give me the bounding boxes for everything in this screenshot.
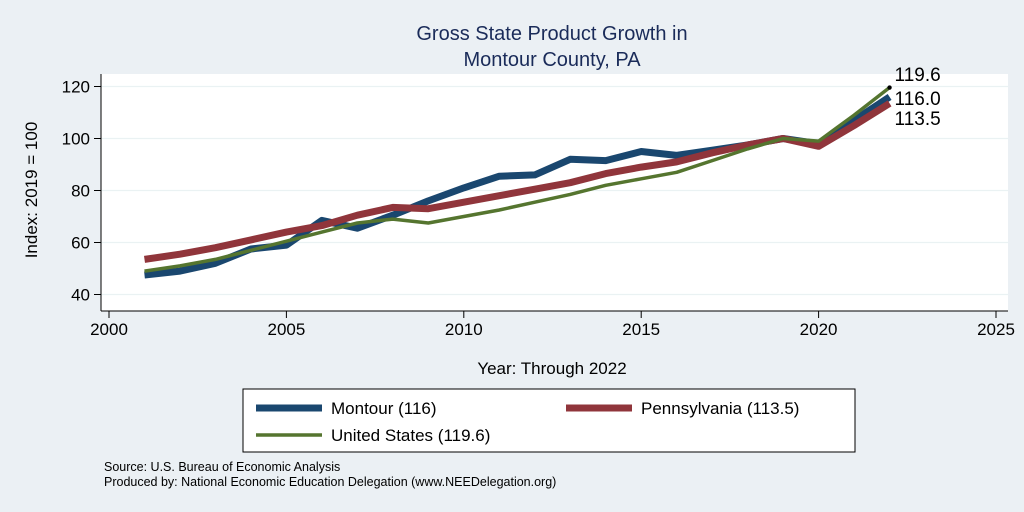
x-tick-label: 2025 (977, 320, 1015, 339)
legend-label-montour: Montour (116) (331, 399, 437, 418)
legend-label-united-states: United States (119.6) (331, 426, 490, 445)
source-note: Source: U.S. Bureau of Economic Analysis (104, 460, 340, 474)
x-tick-label: 2020 (800, 320, 838, 339)
x-tick-label: 2005 (267, 320, 305, 339)
y-tick-label: 100 (62, 130, 90, 149)
producer-note: Produced by: National Economic Education… (104, 475, 556, 489)
end-label-pennsylvania: 113.5 (895, 109, 941, 130)
x-tick-label: 2000 (90, 320, 128, 339)
legend-label-pennsylvania: Pennsylvania (113.5) (641, 399, 799, 418)
series-line-pennsylvania (143, 100, 892, 263)
chart-title-line-1: Gross State Product Growth in (416, 23, 687, 45)
series-lines (143, 85, 892, 279)
y-tick-label: 60 (71, 234, 90, 253)
y-tick-label: 40 (71, 286, 90, 305)
y-tick-label: 80 (71, 182, 90, 201)
x-tick-label: 2010 (445, 320, 483, 339)
end-label-montour: 116.0 (895, 89, 941, 110)
y-axis-title: Index: 2019 = 100 (22, 122, 41, 259)
legend-box (242, 388, 856, 453)
y-tick-label: 120 (62, 78, 90, 97)
end-label-united-states: 119.6 (895, 65, 941, 86)
axes: 40 60 80 100 120 2000 2005 2010 2015 2020 2025 (62, 74, 1015, 339)
x-tick-label: 2015 (622, 320, 660, 339)
legend: Montour (116) Pennsylvania (113.5) Unite… (242, 388, 856, 453)
series-line-united-states (144, 86, 891, 273)
end-point-united-states (887, 85, 892, 90)
x-axis-title: Year: Through 2022 (477, 359, 626, 378)
chart-title-line-2: Montour County, PA (463, 49, 641, 71)
